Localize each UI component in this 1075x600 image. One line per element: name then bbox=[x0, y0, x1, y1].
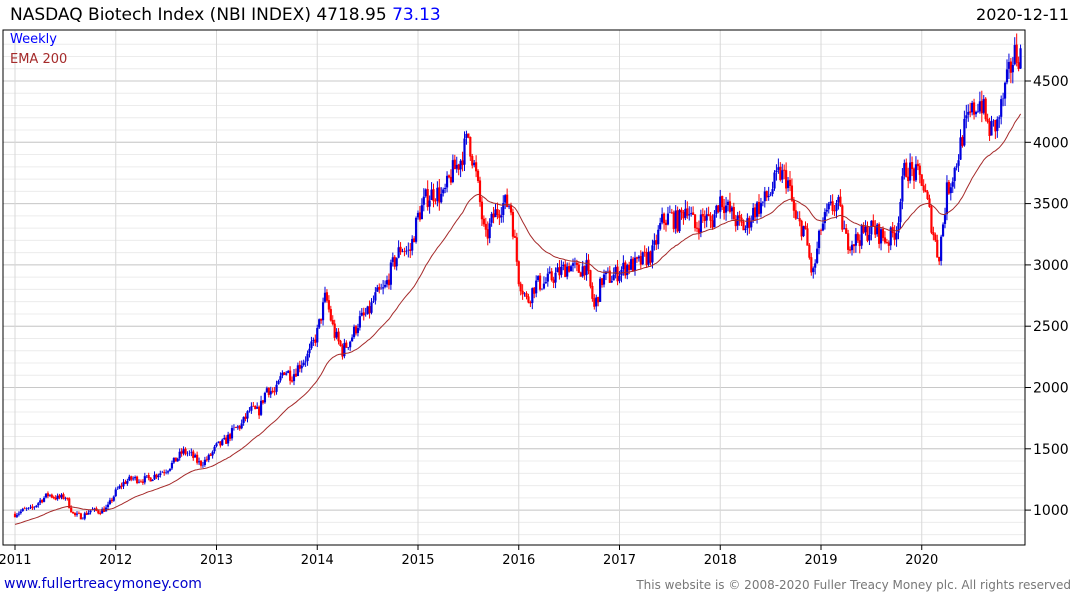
x-tick-label: 2012 bbox=[99, 553, 132, 568]
x-tick-label: 2018 bbox=[704, 553, 737, 568]
y-tick-label: 4000 bbox=[1033, 135, 1069, 151]
x-tick-label: 2019 bbox=[804, 553, 837, 568]
last-price: 4718.95 bbox=[316, 5, 387, 25]
y-tick-label: 2000 bbox=[1033, 381, 1069, 397]
y-tick-label: 1000 bbox=[1033, 503, 1069, 519]
x-tick-label: 2016 bbox=[502, 553, 535, 568]
ema-line bbox=[14, 113, 1022, 525]
x-tick-label: 2013 bbox=[200, 553, 233, 568]
y-tick-label: 4500 bbox=[1033, 74, 1069, 90]
title-text: NASDAQ Biotech Index (NBI INDEX) bbox=[10, 5, 311, 25]
legend-ema: EMA 200 bbox=[10, 52, 68, 67]
x-tick-label: 2017 bbox=[603, 553, 636, 568]
y-tick-label: 1500 bbox=[1033, 442, 1069, 458]
x-tick-label: 2014 bbox=[301, 553, 334, 568]
plot-frame bbox=[2, 29, 1026, 546]
copyright-text: This website is © 2008-2020 Fuller Treac… bbox=[636, 578, 1071, 592]
site-link[interactable]: www.fullertreacymoney.com bbox=[4, 576, 202, 592]
y-tick-label: 3000 bbox=[1033, 258, 1069, 274]
legend-weekly: Weekly bbox=[10, 32, 57, 47]
x-tick-label: 2020 bbox=[905, 553, 938, 568]
y-tick-label: 3500 bbox=[1033, 197, 1069, 213]
x-tick-label: 2011 bbox=[0, 553, 32, 568]
chart-date: 2020-12-11 bbox=[976, 5, 1069, 24]
y-tick-label: 2500 bbox=[1033, 319, 1069, 335]
x-tick-label: 2015 bbox=[401, 553, 434, 568]
price-change: 73.13 bbox=[392, 5, 441, 25]
chart-title: NASDAQ Biotech Index (NBI INDEX) 4718.95… bbox=[10, 5, 441, 25]
